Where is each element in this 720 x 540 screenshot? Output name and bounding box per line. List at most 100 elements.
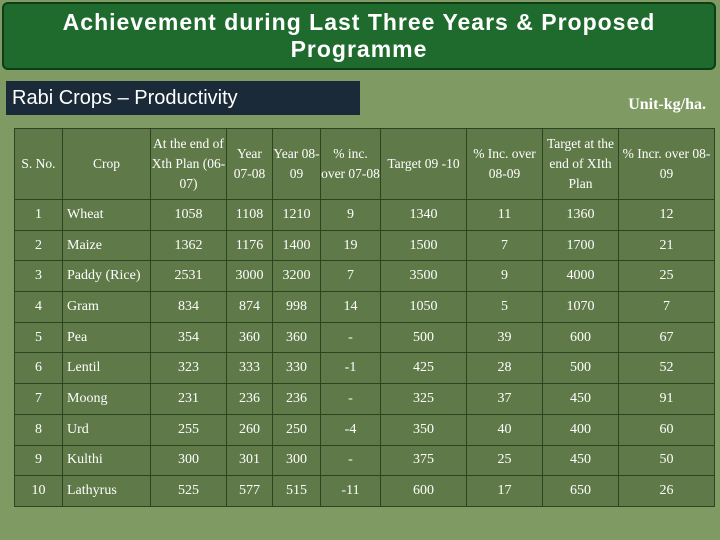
table-cell: 25 — [618, 260, 715, 293]
header-cell: Year 08-09 — [272, 128, 321, 200]
crop-cell: Gram — [62, 291, 151, 323]
table-cell: 300 — [272, 444, 321, 477]
header-cell: Year 07-08 — [226, 128, 273, 200]
table-cell: 250 — [272, 413, 321, 446]
table-cell: 10 — [14, 475, 63, 507]
table-cell: 26 — [618, 475, 715, 507]
table-cell: 400 — [542, 413, 619, 446]
header-cell: % Incr. over 08-09 — [618, 128, 715, 200]
productivity-table: S. No. Crop At the end of Xth Plan (06-0… — [14, 128, 715, 507]
table-cell: 6 — [14, 352, 63, 385]
table-row: 4 Gram 834 874 998 14 1050 5 1070 7 — [14, 291, 715, 323]
table-cell: 1340 — [380, 199, 467, 231]
table-cell: 4 — [14, 291, 63, 323]
unit-label: Unit-kg/ha. — [628, 96, 706, 113]
table-cell: 450 — [542, 383, 619, 415]
table-cell: 3000 — [226, 260, 273, 293]
page-title: Achievement during Last Three Years & Pr… — [62, 9, 656, 62]
table-row: 6 Lentil 323 333 330 -1 425 28 500 52 — [14, 352, 715, 385]
table-body: 1 Wheat 1058 1108 1210 9 1340 11 1360 12 2 Maize 136… — [14, 199, 715, 507]
header-cell: % inc. over 07-08 — [320, 128, 381, 200]
crop-cell: Wheat — [62, 199, 151, 231]
table-cell: 3200 — [272, 260, 321, 293]
header-cell: S. No. — [14, 128, 63, 200]
table-cell: 9 — [466, 260, 543, 293]
table-cell: 14 — [320, 291, 381, 323]
table-cell: 577 — [226, 475, 273, 507]
table-cell: 834 — [150, 291, 227, 323]
header-cell: Target 09 -10 — [380, 128, 467, 200]
table-cell: 17 — [466, 475, 543, 507]
crop-cell: Maize — [62, 229, 151, 262]
table-cell: 260 — [226, 413, 273, 446]
table-cell: 4000 — [542, 260, 619, 293]
table-cell: 40 — [466, 413, 543, 446]
table-cell: 450 — [542, 444, 619, 477]
table-cell: 1070 — [542, 291, 619, 323]
table-cell: 67 — [618, 321, 715, 354]
table-cell: 323 — [150, 352, 227, 385]
table-cell: 1058 — [150, 199, 227, 231]
table-cell: 500 — [542, 352, 619, 385]
table-cell: 525 — [150, 475, 227, 507]
table-cell: 375 — [380, 444, 467, 477]
table-cell: 231 — [150, 383, 227, 415]
table-cell: 3 — [14, 260, 63, 293]
table-row: 1 Wheat 1058 1108 1210 9 1340 11 1360 12 — [14, 199, 715, 231]
table-row: 5 Pea 354 360 360-500 39 600 67 — [14, 321, 715, 354]
table-cell: 1360 — [542, 199, 619, 231]
table-cell: 236 — [226, 383, 273, 415]
table-row: 3 Paddy (Rice) 2531 3000 3200 7 3500 9 4000 25 — [14, 260, 715, 293]
table-cell: 9 — [320, 199, 381, 231]
table-cell: 301 — [226, 444, 273, 477]
table-cell: 650 — [542, 475, 619, 507]
table-cell: 9 — [14, 444, 63, 477]
crop-cell: Pea — [62, 321, 151, 354]
header-cell: Target at the end of XIth Plan — [542, 128, 619, 200]
table-cell: - — [320, 444, 381, 477]
table-cell: 515 — [272, 475, 321, 507]
table-cell: 333 — [226, 352, 273, 385]
table-cell: 8 — [14, 413, 63, 446]
table-cell: 1700 — [542, 229, 619, 262]
table-cell: 7 — [320, 260, 381, 293]
table-cell: 1 — [14, 199, 63, 231]
page-subtitle: Rabi Crops – Productivity — [12, 86, 238, 109]
table-cell: - — [320, 383, 381, 415]
table-cell: -11 — [320, 475, 381, 507]
table-row: 9 Kulthi 300 301 300-375 25 450 50 — [14, 444, 715, 477]
table-cell: 12 — [618, 199, 715, 231]
table-cell: 360 — [226, 321, 273, 354]
table-cell: 28 — [466, 352, 543, 385]
table-cell: 354 — [150, 321, 227, 354]
table-cell: 5 — [14, 321, 63, 354]
table-row: 10 Lathyrus 525 577 515 -11 600 17 650 26 — [14, 475, 715, 507]
table-cell: 1050 — [380, 291, 467, 323]
table-cell: 7 — [618, 291, 715, 323]
subtitle-bar: Rabi Crops – Productivity — [6, 81, 360, 115]
table-header-row: S. No. Crop At the end of Xth Plan (06-0… — [14, 128, 715, 200]
table-cell: 998 — [272, 291, 321, 323]
table-cell: 91 — [618, 383, 715, 415]
table-cell: 600 — [542, 321, 619, 354]
table-cell: 7 — [466, 229, 543, 262]
crop-cell: Paddy (Rice) — [62, 260, 151, 293]
header-cell: % Inc. over 08-09 — [466, 128, 543, 200]
table-cell: 874 — [226, 291, 273, 323]
table-cell: 600 — [380, 475, 467, 507]
crop-cell: Lathyrus — [62, 475, 151, 507]
table-cell: 21 — [618, 229, 715, 262]
table-cell: -4 — [320, 413, 381, 446]
table-cell: 300 — [150, 444, 227, 477]
header-cell: At the end of Xth Plan (06-07) — [150, 128, 227, 200]
table-cell: 1176 — [226, 229, 273, 262]
table-cell: 37 — [466, 383, 543, 415]
table-row: 8 Urd 255 260 250 -4 350 40 400 60 — [14, 413, 715, 446]
table-cell: 1210 — [272, 199, 321, 231]
table-cell: 360 — [272, 321, 321, 354]
table-cell: 50 — [618, 444, 715, 477]
table-cell: 330 — [272, 352, 321, 385]
table-cell: 255 — [150, 413, 227, 446]
table-cell: 60 — [618, 413, 715, 446]
table-row: 2 Maize 1362 1176 1400 19 1500 7 1700 21 — [14, 229, 715, 262]
